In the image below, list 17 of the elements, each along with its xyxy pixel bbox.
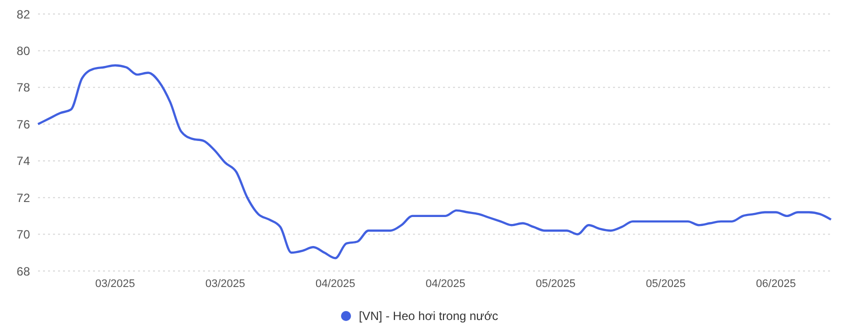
legend-label: [VN] - Heo hơi trong nước [358, 309, 498, 323]
x-tick-label: 03/2025 [95, 278, 135, 290]
line-series [36, 64, 832, 260]
x-tick-label: 05/2025 [536, 278, 576, 290]
y-tick-label: 70 [16, 228, 30, 242]
y-tick-label: 78 [16, 80, 30, 95]
x-tick-label: 06/2025 [756, 278, 796, 290]
y-tick-label: 72 [16, 190, 30, 205]
y-tick-label: 68 [16, 264, 30, 278]
y-tick-label: 82 [16, 7, 30, 22]
y-tick-label: 76 [16, 117, 30, 132]
x-tick-label: 03/2025 [205, 278, 246, 290]
y-tick-label: 74 [16, 154, 30, 168]
x-tick-label: 04/2025 [426, 278, 466, 290]
x-tick-label: 04/2025 [315, 278, 356, 290]
y-tick-label: 80 [16, 44, 30, 58]
x-tick-label: 05/2025 [646, 278, 686, 290]
